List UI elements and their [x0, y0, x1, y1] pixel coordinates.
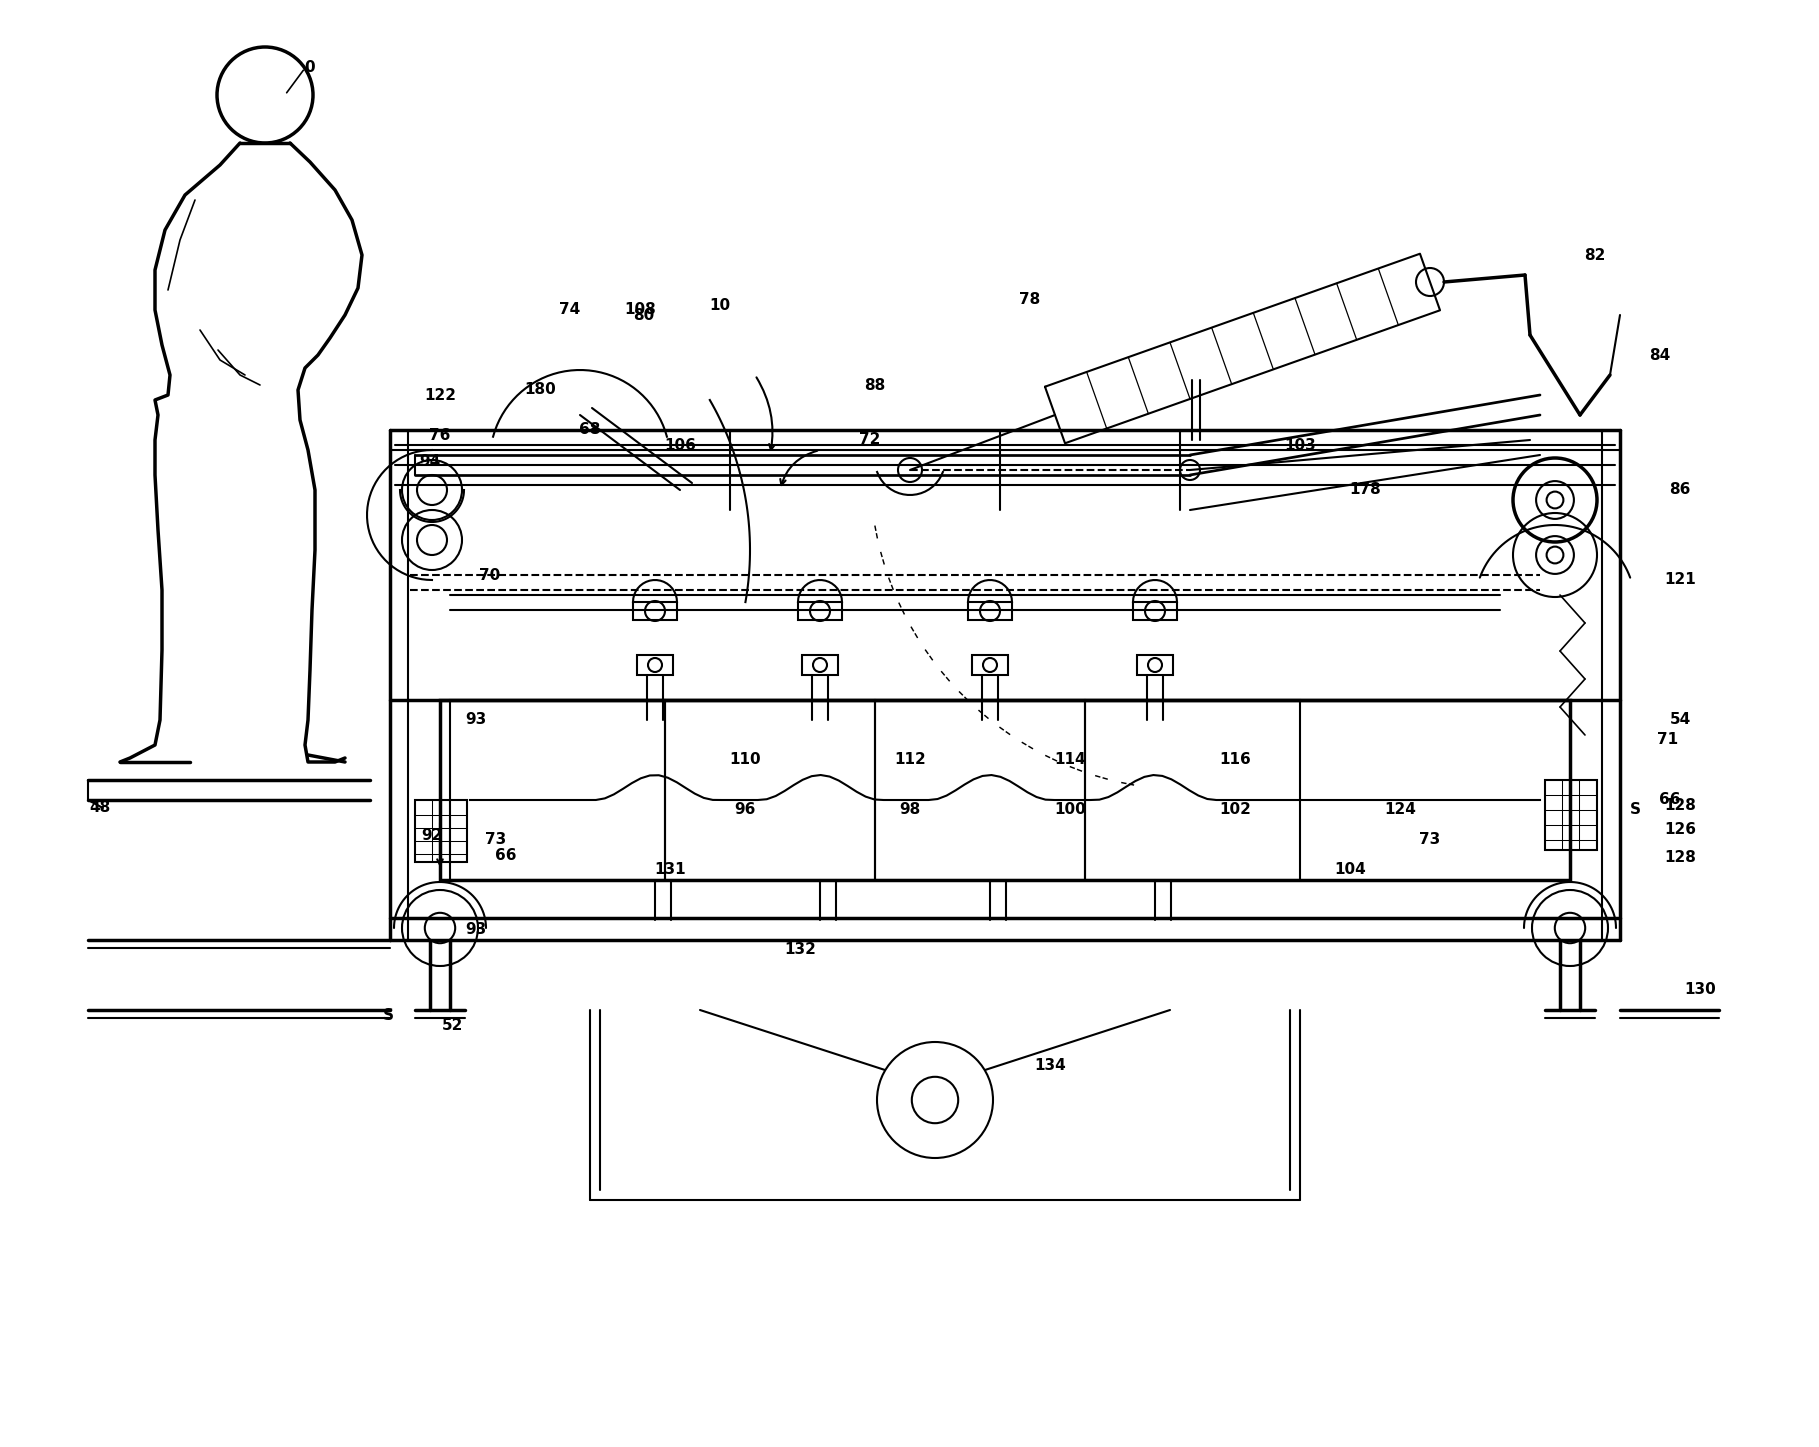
Bar — [971, 655, 1008, 674]
Text: 71: 71 — [1657, 732, 1679, 748]
Bar — [875, 700, 1084, 880]
Text: 0: 0 — [306, 61, 315, 75]
Text: 132: 132 — [784, 942, 817, 958]
Text: 116: 116 — [1219, 752, 1251, 767]
Text: 88: 88 — [864, 378, 886, 392]
Text: S: S — [382, 1007, 393, 1023]
Bar — [666, 700, 875, 880]
Text: 100: 100 — [1055, 803, 1086, 818]
Text: 76: 76 — [429, 427, 451, 443]
Text: 112: 112 — [895, 752, 926, 767]
Text: 68: 68 — [578, 423, 600, 437]
Bar — [968, 602, 1011, 619]
Text: 86: 86 — [1670, 482, 1690, 498]
Bar — [440, 700, 1570, 880]
Bar — [799, 602, 842, 619]
Text: 106: 106 — [664, 437, 697, 453]
Text: 94: 94 — [420, 454, 440, 469]
Text: 103: 103 — [1284, 437, 1315, 453]
Bar — [637, 655, 673, 674]
Text: 66: 66 — [495, 848, 517, 862]
Text: S: S — [1630, 803, 1641, 818]
Text: 126: 126 — [1664, 822, 1695, 838]
Text: 102: 102 — [1219, 803, 1251, 818]
Text: 80: 80 — [633, 308, 655, 323]
Text: 72: 72 — [859, 433, 880, 447]
Text: 180: 180 — [524, 382, 557, 398]
Text: 82: 82 — [1584, 247, 1606, 262]
Text: 54: 54 — [1670, 712, 1690, 728]
Text: 121: 121 — [1664, 573, 1695, 587]
Bar — [1084, 700, 1301, 880]
Text: 84: 84 — [1650, 347, 1670, 363]
Text: 108: 108 — [624, 302, 657, 317]
Text: 128: 128 — [1664, 797, 1695, 813]
Text: 52: 52 — [442, 1017, 462, 1033]
Text: 124: 124 — [1384, 803, 1415, 818]
Text: 10: 10 — [709, 298, 731, 313]
Bar — [415, 800, 467, 862]
Text: 130: 130 — [1684, 983, 1715, 997]
Bar — [1544, 780, 1597, 849]
Text: 128: 128 — [1664, 851, 1695, 865]
Text: 93: 93 — [466, 923, 487, 938]
Text: 92: 92 — [422, 828, 442, 842]
Bar — [449, 700, 666, 880]
Text: 122: 122 — [424, 388, 457, 402]
Text: 74: 74 — [560, 302, 580, 317]
Text: 110: 110 — [729, 752, 760, 767]
Bar — [802, 655, 839, 674]
Text: 78: 78 — [1019, 292, 1040, 308]
Bar — [1133, 602, 1177, 619]
Text: 114: 114 — [1055, 752, 1086, 767]
Text: 96: 96 — [735, 803, 755, 818]
Text: 134: 134 — [1035, 1058, 1066, 1072]
Text: 131: 131 — [655, 862, 686, 877]
Bar — [633, 602, 677, 619]
Text: 66: 66 — [1659, 793, 1681, 807]
Text: 48: 48 — [89, 800, 111, 816]
Text: 178: 178 — [1350, 482, 1381, 498]
Bar — [1137, 655, 1173, 674]
Text: 70: 70 — [480, 567, 500, 583]
Text: 73: 73 — [1419, 832, 1441, 848]
Text: 73: 73 — [486, 832, 508, 848]
Text: 104: 104 — [1333, 862, 1366, 877]
Text: 98: 98 — [899, 803, 920, 818]
Text: 93: 93 — [466, 712, 487, 728]
